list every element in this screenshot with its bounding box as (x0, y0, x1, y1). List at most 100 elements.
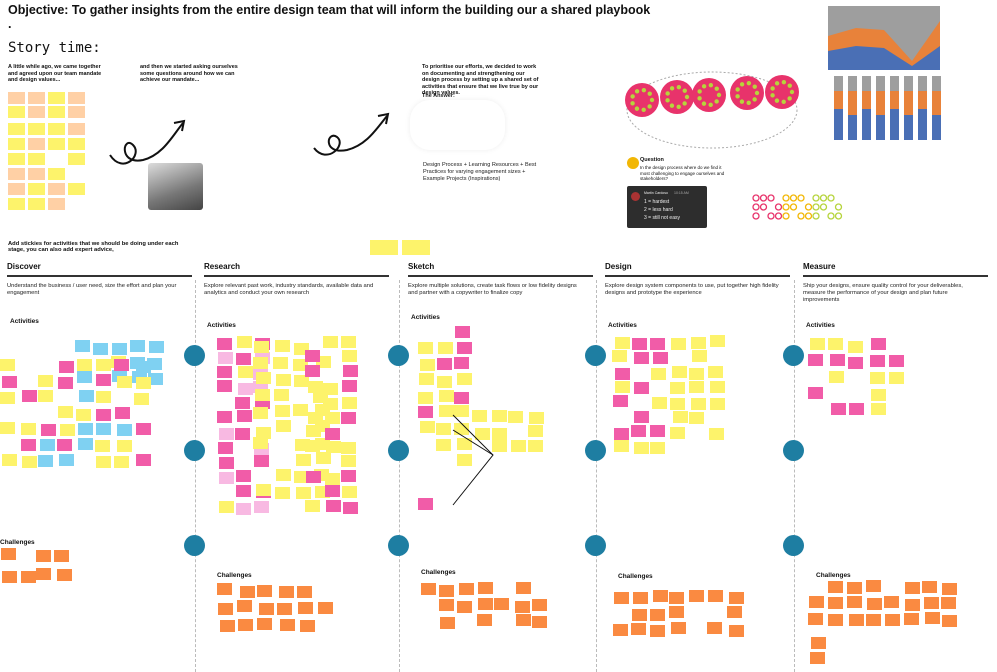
sticky-note[interactable] (48, 138, 65, 150)
sticky-note[interactable] (811, 637, 826, 649)
sticky-note[interactable] (96, 374, 111, 386)
sticky-note[interactable] (341, 442, 356, 454)
sticky-note[interactable] (274, 389, 289, 401)
sticky-note[interactable] (889, 372, 904, 384)
sticky-note[interactable] (149, 341, 164, 353)
sticky-note[interactable] (305, 365, 320, 377)
sticky-note[interactable] (22, 390, 37, 402)
sticky-note[interactable] (28, 168, 45, 180)
sticky-note[interactable] (2, 454, 17, 466)
sticky-note[interactable] (296, 487, 311, 499)
sticky-note[interactable] (75, 340, 90, 352)
sticky-note[interactable] (631, 425, 646, 437)
sticky-note[interactable] (236, 353, 251, 365)
sticky-note[interactable] (632, 609, 647, 621)
sticky-note[interactable] (294, 471, 309, 483)
sticky-note[interactable] (653, 352, 668, 364)
sticky-note[interactable] (341, 412, 356, 424)
sticky-note[interactable] (849, 403, 864, 415)
sticky-note[interactable] (691, 398, 706, 410)
sticky-note[interactable] (8, 168, 25, 180)
sticky-note[interactable] (457, 438, 472, 450)
sticky-note[interactable] (689, 412, 704, 424)
sticky-note[interactable] (905, 599, 920, 611)
sticky-note[interactable] (440, 617, 455, 629)
sticky-note[interactable] (238, 619, 253, 631)
sticky-note[interactable] (41, 424, 56, 436)
sticky-note[interactable] (727, 606, 742, 618)
sticky-note[interactable] (59, 361, 74, 373)
sticky-note[interactable] (294, 375, 309, 387)
sticky-note[interactable] (218, 352, 233, 364)
sticky-note[interactable] (235, 428, 250, 440)
sticky-note[interactable] (810, 652, 825, 664)
sticky-note[interactable] (217, 411, 232, 423)
sticky-note[interactable] (93, 343, 108, 355)
sticky-note[interactable] (305, 350, 320, 362)
sticky-note[interactable] (306, 471, 321, 483)
sticky-note[interactable] (112, 343, 127, 355)
sticky-note[interactable] (421, 583, 436, 595)
sticky-note[interactable] (870, 372, 885, 384)
sticky-note[interactable] (669, 606, 684, 618)
sticky-note[interactable] (60, 424, 75, 436)
sticky-note[interactable] (38, 390, 53, 402)
sticky-note[interactable] (28, 153, 45, 165)
sticky-note[interactable] (631, 623, 646, 635)
sticky-note[interactable] (8, 153, 25, 165)
sticky-note[interactable] (38, 375, 53, 387)
sticky-note[interactable] (48, 183, 65, 195)
sticky-note[interactable] (256, 372, 271, 384)
sticky-note[interactable] (96, 456, 111, 468)
sticky-note[interactable] (871, 389, 886, 401)
stage-phase-circle[interactable] (184, 440, 205, 461)
sticky-note[interactable] (651, 368, 666, 380)
sticky-note[interactable] (28, 183, 45, 195)
sticky-note[interactable] (436, 423, 451, 435)
stage-phase-circle[interactable] (585, 440, 606, 461)
sticky-note[interactable] (115, 407, 130, 419)
sticky-note[interactable] (256, 427, 271, 439)
sticky-note[interactable] (457, 373, 472, 385)
sticky-note[interactable] (454, 405, 469, 417)
sticky-note[interactable] (8, 138, 25, 150)
sticky-note[interactable] (439, 585, 454, 597)
sticky-note[interactable] (689, 381, 704, 393)
sticky-note[interactable] (831, 403, 846, 415)
sticky-note[interactable] (219, 457, 234, 469)
sticky-note[interactable] (341, 455, 356, 467)
sticky-note[interactable] (217, 366, 232, 378)
sticky-note[interactable] (515, 601, 530, 613)
sticky-note[interactable] (709, 428, 724, 440)
sticky-note[interactable] (633, 592, 648, 604)
sticky-note[interactable] (136, 423, 151, 435)
sticky-note[interactable] (257, 585, 272, 597)
sticky-note[interactable] (689, 590, 704, 602)
sticky-note[interactable] (454, 392, 469, 404)
sticky-note[interactable] (257, 618, 272, 630)
sticky-note[interactable] (219, 428, 234, 440)
stage-phase-circle[interactable] (388, 440, 409, 461)
sticky-note[interactable] (293, 404, 308, 416)
sticky-note[interactable] (279, 586, 294, 598)
sticky-note[interactable] (343, 502, 358, 514)
sticky-note[interactable] (1, 548, 16, 560)
sticky-note[interactable] (924, 597, 939, 609)
sticky-note[interactable] (437, 376, 452, 388)
sticky-note[interactable] (905, 582, 920, 594)
sticky-note[interactable] (492, 410, 507, 422)
sticky-note[interactable] (54, 550, 69, 562)
sticky-note[interactable] (21, 571, 36, 583)
stage-phase-circle[interactable] (184, 345, 205, 366)
sticky-note[interactable] (829, 371, 844, 383)
sticky-note[interactable] (276, 420, 291, 432)
sticky-note[interactable] (238, 383, 253, 395)
sticky-note[interactable] (634, 442, 649, 454)
sticky-note[interactable] (68, 138, 85, 150)
sticky-note[interactable] (528, 440, 543, 452)
sticky-note[interactable] (77, 371, 92, 383)
sticky-note[interactable] (710, 335, 725, 347)
sticky-note[interactable] (77, 359, 92, 371)
sticky-note[interactable] (653, 590, 668, 602)
stage-phase-circle[interactable] (585, 535, 606, 556)
